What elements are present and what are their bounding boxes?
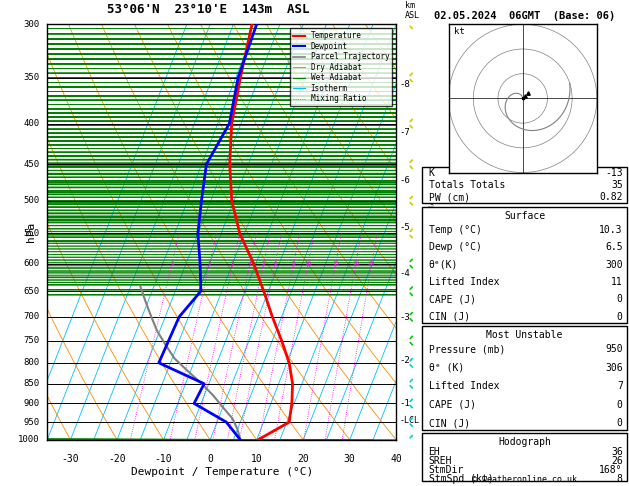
Text: -LCL: -LCL bbox=[400, 416, 420, 425]
Text: 350: 350 bbox=[23, 73, 40, 82]
Text: 53°06'N  23°10'E  143m  ASL: 53°06'N 23°10'E 143m ASL bbox=[106, 3, 309, 16]
Text: -6: -6 bbox=[400, 176, 411, 185]
Text: 11: 11 bbox=[611, 277, 623, 287]
Text: 700: 700 bbox=[23, 312, 40, 321]
Text: -1: -1 bbox=[400, 399, 411, 408]
Text: 1000: 1000 bbox=[18, 435, 40, 444]
Text: kt: kt bbox=[454, 27, 464, 36]
Text: hPa: hPa bbox=[26, 222, 36, 242]
Text: 900: 900 bbox=[23, 399, 40, 408]
Legend: Temperature, Dewpoint, Parcel Trajectory, Dry Adiabat, Wet Adiabat, Isotherm, Mi: Temperature, Dewpoint, Parcel Trajectory… bbox=[290, 28, 392, 106]
Text: Totals Totals: Totals Totals bbox=[428, 180, 505, 190]
Text: 40: 40 bbox=[391, 454, 402, 465]
Text: 306: 306 bbox=[605, 363, 623, 373]
Text: 26: 26 bbox=[611, 456, 623, 466]
Text: 0: 0 bbox=[617, 312, 623, 322]
Text: 25: 25 bbox=[368, 261, 376, 266]
Text: 3: 3 bbox=[231, 261, 235, 266]
Text: StmSpd (kt): StmSpd (kt) bbox=[428, 474, 493, 484]
Text: 400: 400 bbox=[23, 119, 40, 128]
Text: -8: -8 bbox=[400, 80, 411, 89]
Text: PW (cm): PW (cm) bbox=[428, 192, 470, 202]
FancyBboxPatch shape bbox=[422, 207, 627, 323]
Text: CAPE (J): CAPE (J) bbox=[428, 295, 476, 305]
Text: 450: 450 bbox=[23, 160, 40, 169]
FancyBboxPatch shape bbox=[422, 326, 627, 430]
Text: 5: 5 bbox=[262, 261, 265, 266]
Text: -13: -13 bbox=[605, 168, 623, 178]
Text: 6.5: 6.5 bbox=[605, 242, 623, 252]
Text: 20: 20 bbox=[298, 454, 309, 465]
Text: 2: 2 bbox=[208, 261, 211, 266]
Text: -4: -4 bbox=[400, 269, 411, 278]
Text: 0: 0 bbox=[617, 295, 623, 305]
Text: SREH: SREH bbox=[428, 456, 452, 466]
Text: 20: 20 bbox=[352, 261, 360, 266]
Text: Dewp (°C): Dewp (°C) bbox=[428, 242, 481, 252]
Text: 6: 6 bbox=[273, 261, 277, 266]
Text: 30: 30 bbox=[344, 454, 355, 465]
Text: -7: -7 bbox=[400, 128, 411, 138]
Text: 950: 950 bbox=[605, 345, 623, 354]
Text: Dewpoint / Temperature (°C): Dewpoint / Temperature (°C) bbox=[131, 467, 313, 477]
Text: 800: 800 bbox=[23, 358, 40, 367]
Text: K: K bbox=[428, 168, 435, 178]
Text: © weatheronline.co.uk: © weatheronline.co.uk bbox=[472, 474, 577, 484]
Text: 36: 36 bbox=[611, 447, 623, 457]
Text: 650: 650 bbox=[23, 287, 40, 295]
Text: CAPE (J): CAPE (J) bbox=[428, 400, 476, 410]
Text: 500: 500 bbox=[23, 196, 40, 205]
Text: θᵉ (K): θᵉ (K) bbox=[428, 363, 464, 373]
Text: 850: 850 bbox=[23, 379, 40, 388]
FancyBboxPatch shape bbox=[422, 433, 627, 481]
Text: 0: 0 bbox=[617, 400, 623, 410]
Text: 02.05.2024  06GMT  (Base: 06): 02.05.2024 06GMT (Base: 06) bbox=[434, 11, 615, 21]
Text: CIN (J): CIN (J) bbox=[428, 312, 470, 322]
Text: 7: 7 bbox=[617, 382, 623, 391]
Text: 15: 15 bbox=[332, 261, 340, 266]
Text: 550: 550 bbox=[23, 229, 40, 238]
Text: 8: 8 bbox=[617, 474, 623, 484]
Text: Mixing Ratio (g/kg): Mixing Ratio (g/kg) bbox=[426, 185, 436, 279]
Text: Hodograph: Hodograph bbox=[498, 437, 551, 448]
Text: 300: 300 bbox=[605, 260, 623, 270]
Text: CIN (J): CIN (J) bbox=[428, 418, 470, 428]
Text: 300: 300 bbox=[23, 20, 40, 29]
Text: 1: 1 bbox=[170, 261, 174, 266]
Text: -10: -10 bbox=[155, 454, 172, 465]
Text: -3: -3 bbox=[400, 312, 411, 322]
Text: 10: 10 bbox=[304, 261, 312, 266]
Text: 8: 8 bbox=[292, 261, 296, 266]
Text: Lifted Index: Lifted Index bbox=[428, 277, 499, 287]
Text: 950: 950 bbox=[23, 417, 40, 427]
Text: 750: 750 bbox=[23, 336, 40, 345]
FancyBboxPatch shape bbox=[422, 167, 627, 203]
Text: -5: -5 bbox=[400, 223, 411, 232]
Text: 10.3: 10.3 bbox=[599, 225, 623, 235]
Text: 35: 35 bbox=[611, 180, 623, 190]
Text: km
ASL: km ASL bbox=[405, 1, 420, 20]
Text: -2: -2 bbox=[400, 356, 411, 365]
Text: 10: 10 bbox=[251, 454, 262, 465]
Text: Pressure (mb): Pressure (mb) bbox=[428, 345, 505, 354]
Text: 0: 0 bbox=[617, 418, 623, 428]
Text: Surface: Surface bbox=[504, 211, 545, 222]
Text: EH: EH bbox=[428, 447, 440, 457]
Text: -20: -20 bbox=[108, 454, 126, 465]
Text: θᵉ(K): θᵉ(K) bbox=[428, 260, 458, 270]
Text: StmDir: StmDir bbox=[428, 465, 464, 475]
Text: 4: 4 bbox=[248, 261, 252, 266]
Text: -30: -30 bbox=[62, 454, 79, 465]
Text: Lifted Index: Lifted Index bbox=[428, 382, 499, 391]
Text: 0.82: 0.82 bbox=[599, 192, 623, 202]
Text: Temp (°C): Temp (°C) bbox=[428, 225, 481, 235]
Text: 600: 600 bbox=[23, 259, 40, 268]
Text: 168°: 168° bbox=[599, 465, 623, 475]
Text: 0: 0 bbox=[207, 454, 213, 465]
Text: Most Unstable: Most Unstable bbox=[486, 330, 563, 341]
